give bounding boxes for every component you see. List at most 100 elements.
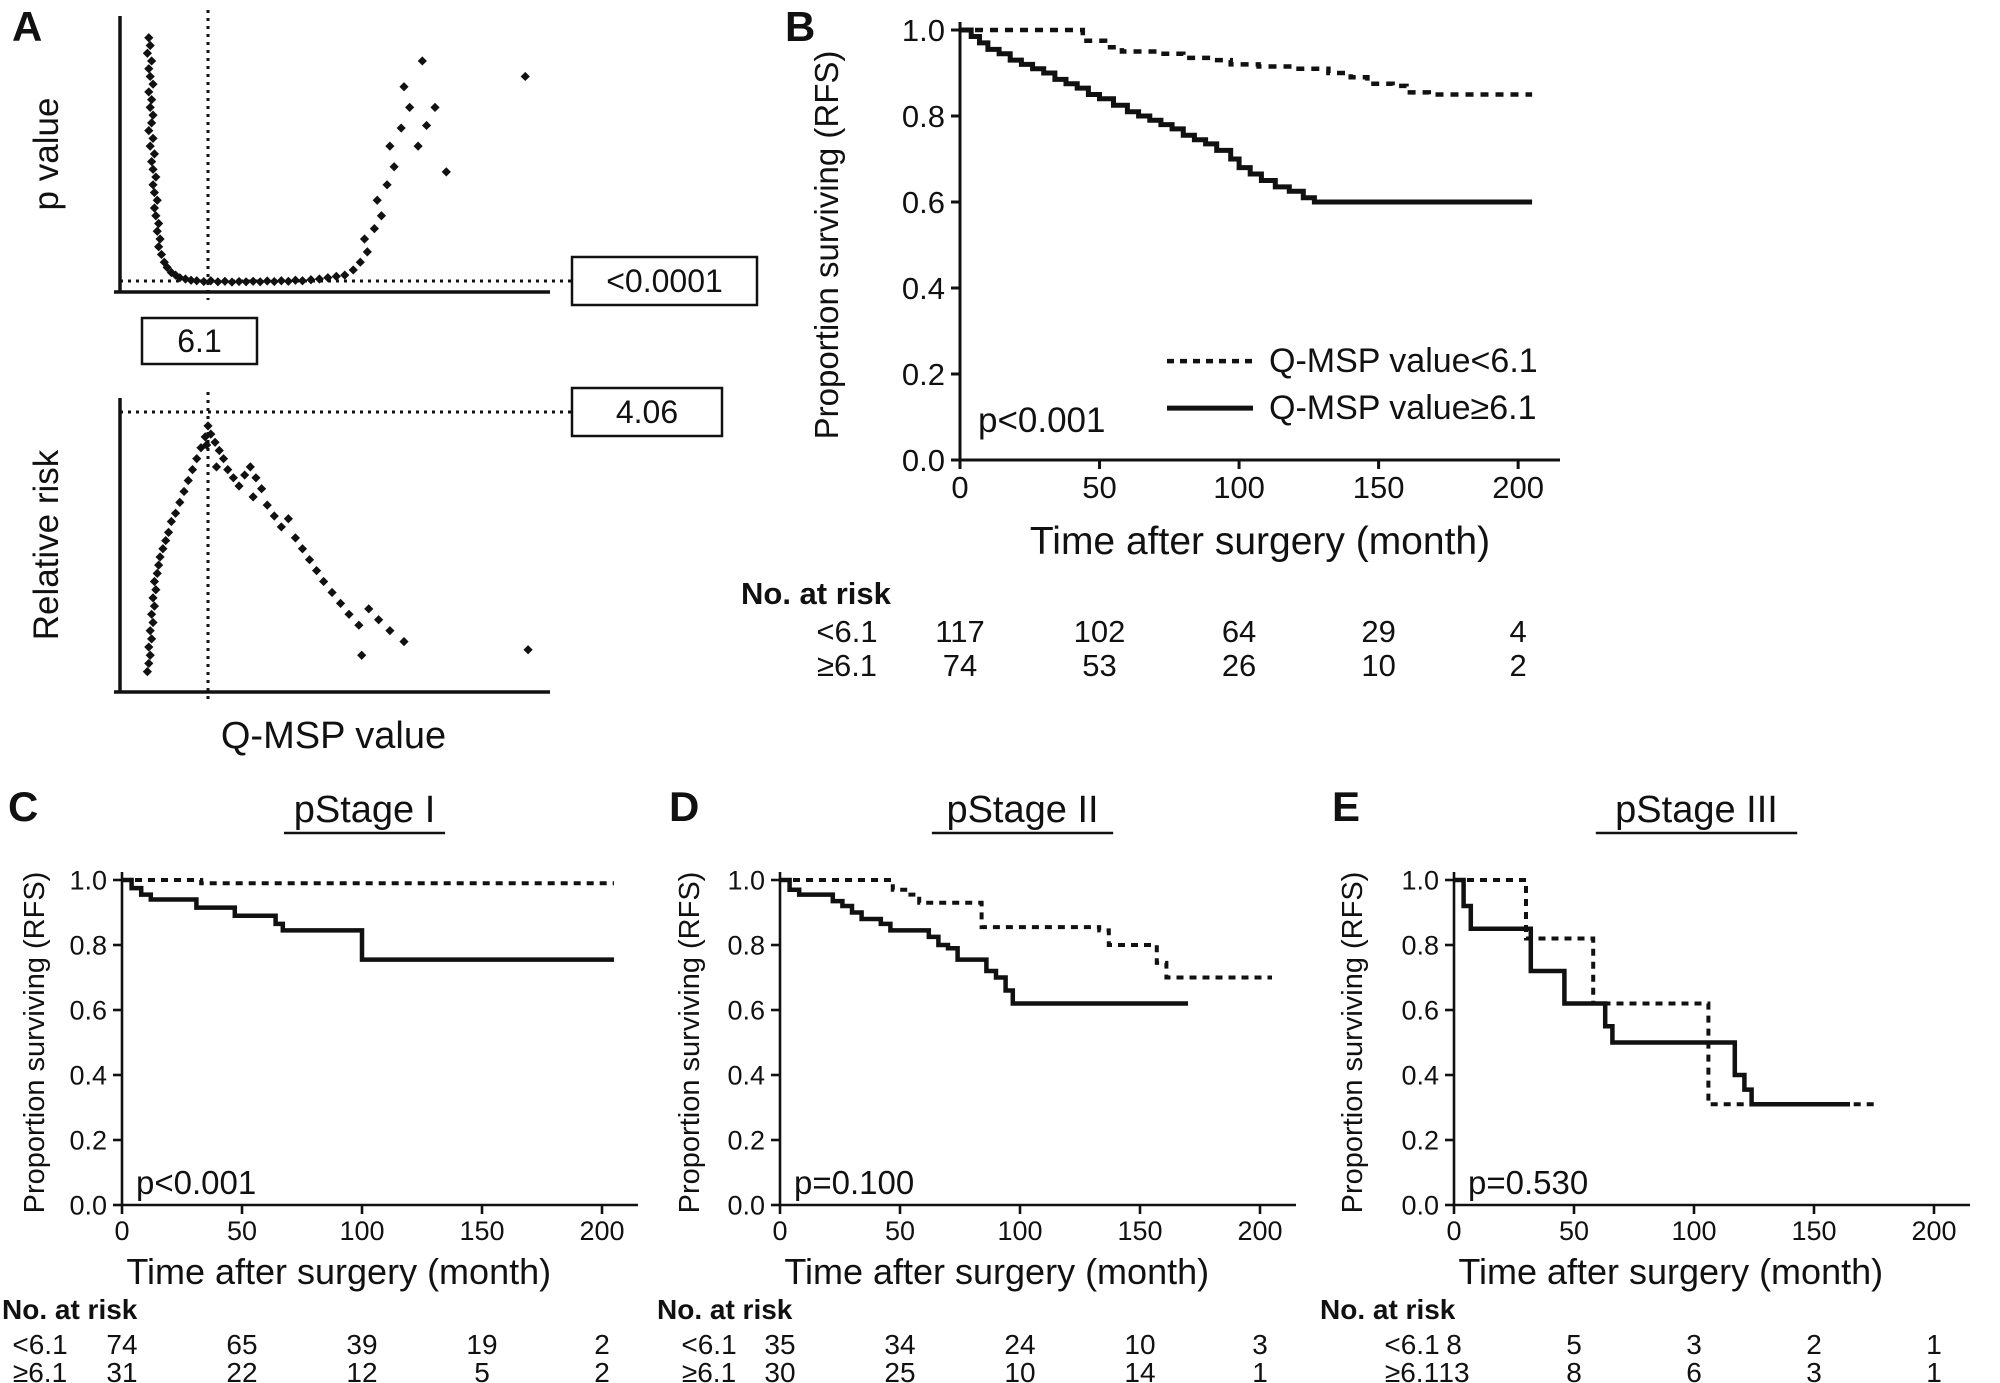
panel-title: pStage III: [1615, 789, 1778, 831]
risk-value: 30: [764, 1357, 795, 1383]
risk-value: 1: [1252, 1357, 1268, 1383]
x-axis-label: Time after surgery (month): [784, 1251, 1209, 1292]
svg-text:100: 100: [1213, 470, 1265, 505]
axes: 1.0 0.8 0.6 0.4 0.2 0.00 50 100 150 200: [1401, 866, 1970, 1246]
svg-text:200: 200: [1237, 1216, 1282, 1246]
risk-value: 74: [943, 648, 977, 683]
risk-value: 26: [1222, 648, 1256, 683]
risk-value: 1: [1926, 1329, 1942, 1360]
km-curve-solid: [1454, 877, 1850, 1107]
risk-row-label: <6.1: [12, 1329, 67, 1360]
svg-text:0.8: 0.8: [902, 99, 945, 134]
risk-value: 3: [1806, 1357, 1822, 1383]
threshold-value-box: <0.0001: [570, 255, 759, 307]
svg-text:0.0: 0.0: [1401, 1191, 1439, 1221]
panel-title: pStage II: [946, 789, 1098, 831]
svg-text:50: 50: [1082, 470, 1116, 505]
risk-value: 3: [1252, 1329, 1268, 1360]
x-axis-label: Q-MSP value: [221, 715, 446, 757]
risk-value: 2: [1510, 648, 1527, 683]
cutoff-value-box: 6.1: [140, 316, 259, 366]
risk-value: 8: [1446, 1329, 1462, 1360]
panel-a: <0.0001 6.1 p value 4.06 Relative risk Q-MSP …: [0, 0, 760, 760]
x-axis-label: Time after surgery (month): [1458, 1251, 1883, 1292]
risk-row-label: ≥6.1: [1385, 1357, 1439, 1383]
svg-text:150: 150: [459, 1216, 504, 1246]
panel-b-letter: B: [785, 3, 816, 50]
km-curve-dashed: [960, 27, 1533, 97]
svg-text:0.8: 0.8: [1401, 931, 1439, 961]
risk-value: 53: [1082, 648, 1116, 683]
cutoff-value-label: 6.1: [177, 323, 221, 359]
svg-text:0.0: 0.0: [69, 1191, 107, 1221]
svg-text:150: 150: [1117, 1216, 1162, 1246]
risk-value: 3: [1686, 1329, 1702, 1360]
risk-table-header: No. at risk: [2, 1294, 138, 1325]
threshold-lines: [120, 392, 572, 700]
y-axis-label: Proportion surviving (RFS): [674, 872, 706, 1214]
p-value: p<0.001: [978, 401, 1106, 440]
svg-text:0.6: 0.6: [1401, 996, 1439, 1026]
risk-value: 4: [1510, 614, 1527, 649]
risk-row-label: ≥6.1: [817, 648, 877, 683]
svg-text:0.6: 0.6: [69, 996, 107, 1026]
risk-table: No. at risk <6.1 74 65 39 19 2 ≥6.1 31 22 12 5 2: [2, 1294, 610, 1383]
svg-text:1.0: 1.0: [69, 866, 107, 896]
km-chart-overall: 1.0 0.8 0.6 0.4 0.2 0.00 50 100 150 200 Proportion…: [741, 13, 1560, 683]
y-axis-label: Proportion surviving (RFS): [808, 51, 845, 440]
y-axis-label: p value: [27, 98, 66, 211]
risk-value: 12: [346, 1357, 377, 1383]
panel-d-letter: D: [669, 783, 700, 830]
risk-value: 13: [1438, 1357, 1469, 1383]
threshold-value-label: 4.06: [616, 394, 678, 430]
risk-table-header: No. at risk: [657, 1294, 793, 1325]
panel-c-letter: C: [8, 783, 39, 830]
risk-row-label: <6.1: [1384, 1329, 1439, 1360]
risk-row-label: <6.1: [816, 614, 877, 649]
svg-text:50: 50: [1559, 1216, 1589, 1246]
svg-text:50: 50: [885, 1216, 915, 1246]
svg-text:1.0: 1.0: [902, 13, 945, 48]
risk-value: 5: [474, 1357, 490, 1383]
svg-text:0.0: 0.0: [727, 1191, 765, 1221]
p-value: p=0.100: [794, 1164, 914, 1201]
svg-text:0.2: 0.2: [69, 1126, 107, 1156]
legend: Q-MSP value<6.1 Q-MSP value≥6.1: [1167, 342, 1538, 427]
svg-text:0.4: 0.4: [69, 1061, 107, 1091]
risk-value: 74: [106, 1329, 137, 1360]
km-curve-dashed: [1454, 878, 1874, 1107]
panel-title: pStage I: [294, 789, 436, 831]
svg-text:200: 200: [1492, 470, 1544, 505]
x-axis-label: Time after surgery (month): [1030, 520, 1490, 563]
p-value: p<0.001: [136, 1164, 256, 1201]
risk-row-label: <6.1: [681, 1329, 736, 1360]
risk-value: 10: [1124, 1329, 1155, 1360]
panel-a-letter: A: [12, 3, 43, 50]
risk-value: 24: [1004, 1329, 1035, 1360]
svg-text:0.6: 0.6: [727, 996, 765, 1026]
risk-row-label: ≥6.1: [13, 1357, 67, 1383]
risk-table-header: No. at risk: [741, 576, 892, 611]
legend-label: Q-MSP value<6.1: [1269, 342, 1538, 380]
axes: 1.0 0.8 0.6 0.4 0.2 0.00 50 100 150 200: [69, 866, 638, 1246]
svg-text:200: 200: [1911, 1216, 1956, 1246]
scatter-points: [142, 421, 533, 677]
km-curve-dashed: [122, 878, 614, 886]
svg-text:1.0: 1.0: [727, 866, 765, 896]
risk-value: 64: [1222, 614, 1256, 649]
axes: 1.0 0.8 0.6 0.4 0.2 0.00 50 100 150 200: [727, 866, 1296, 1246]
risk-value: 14: [1124, 1357, 1155, 1383]
risk-value: 6: [1686, 1357, 1702, 1383]
y-axis-label: Proportion surviving (RFS): [1337, 872, 1369, 1214]
svg-text:0.0: 0.0: [902, 443, 945, 478]
svg-text:150: 150: [1353, 470, 1405, 505]
p-value: p=0.530: [1468, 1164, 1588, 1201]
svg-text:1.0: 1.0: [1401, 866, 1439, 896]
panel-c: 1.0 0.8 0.6 0.4 0.2 0.0 0 50 100 150 200 Proportion…: [0, 770, 660, 1383]
risk-value: 8: [1566, 1357, 1582, 1383]
risk-value: 22: [226, 1357, 257, 1383]
svg-text:0.2: 0.2: [1401, 1126, 1439, 1156]
km-chart-pstage3: 1.0 0.8 0.6 0.4 0.2 0.00 50 100 150 200 Proportion…: [1320, 789, 1970, 1383]
panel-e: 1.0 0.8 0.6 0.4 0.2 0.0 0 50 100 150 200 Proportion…: [1318, 770, 2000, 1383]
